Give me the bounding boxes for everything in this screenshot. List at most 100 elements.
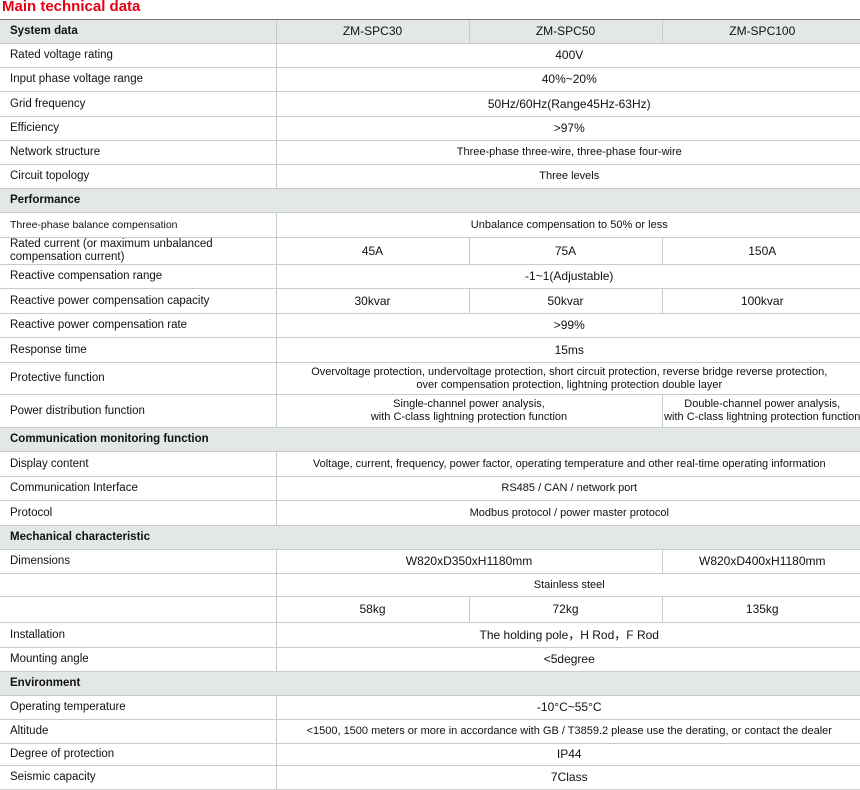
section-header-row: Mechanical characteristic [0, 525, 860, 550]
row-value: Overvoltage protection, undervoltage pro… [275, 362, 860, 395]
row-label: Seismic capacity [0, 765, 276, 790]
table-row: Seismic capacity 7Class [0, 765, 860, 790]
row-label: Mounting angle [0, 647, 276, 672]
row-value: Voltage, current, frequency, power facto… [275, 451, 860, 477]
row-value: >97% [275, 116, 860, 141]
row-label: Three-phase balance compensation [0, 212, 276, 238]
row-label: Input phase voltage range [0, 67, 276, 92]
row-value: 7Class [275, 765, 860, 790]
row-label: Communication Interface [0, 476, 276, 501]
header-label: System data [0, 19, 276, 44]
row-value: IP44 [275, 743, 860, 766]
table-header-row: System data ZM-SPC30 ZM-SPC50 ZM-SPC100 [0, 19, 860, 44]
table-row: Input phase voltage range 40%~20% [0, 67, 860, 92]
row-value: -10°C~55°C [275, 695, 860, 720]
row-value: Single-channel power analysis, with C-cl… [275, 394, 662, 428]
table-row: Reactive power compensation rate >99% [0, 313, 860, 338]
section-title: Mechanical characteristic [0, 525, 860, 550]
row-label: Grid frequency [0, 91, 276, 117]
row-label: Dimensions [0, 549, 276, 574]
row-value: <5degree [275, 647, 860, 672]
section-title: Environment [0, 671, 860, 696]
row-label [0, 573, 276, 597]
table-row: Degree of protection IP44 [0, 743, 860, 766]
technical-data-table: System data ZM-SPC30 ZM-SPC50 ZM-SPC100 … [0, 19, 860, 790]
table-row: Stainless steel [0, 573, 860, 597]
table-row: Communication Interface RS485 / CAN / net… [0, 476, 860, 501]
row-value: W820xD350xH1180mm [275, 549, 662, 574]
table-row: Network structure Three-phase three-wire,… [0, 140, 860, 165]
row-label: Reactive compensation range [0, 264, 276, 289]
row-value: Modbus protocol / power master protocol [275, 500, 860, 526]
table-row: Rated current (or maximum unbalanced com… [0, 237, 860, 265]
row-label: Circuit topology [0, 164, 276, 189]
row-value: Three levels [275, 164, 860, 189]
row-value: -1~1(Adjustable) [275, 264, 860, 289]
section-header-row: Performance [0, 188, 860, 213]
table-row: Dimensions W820xD350xH1180mm W820xD400xH11… [0, 549, 860, 574]
table-row: Response time 15ms [0, 337, 860, 363]
row-value: 100kvar [661, 288, 860, 314]
row-label: Reactive power compensation rate [0, 313, 276, 338]
row-label [0, 596, 276, 623]
table-row: Power distribution function Single-channe… [0, 394, 860, 428]
table-row: Operating temperature -10°C~55°C [0, 695, 860, 720]
row-label: Rated voltage rating [0, 43, 276, 68]
table-row: Display content Voltage, current, frequen… [0, 451, 860, 477]
row-value: RS485 / CAN / network port [275, 476, 860, 501]
row-label: Response time [0, 337, 276, 363]
row-value: 30kvar [275, 288, 469, 314]
row-value: <1500, 1500 meters or more in accordance… [275, 719, 860, 744]
row-label: Protocol [0, 500, 276, 526]
table-row: Circuit topology Three levels [0, 164, 860, 189]
row-label: Display content [0, 451, 276, 477]
row-label: Reactive power compensation capacity [0, 288, 276, 314]
row-value: 58kg [275, 596, 469, 623]
row-value: Three-phase three-wire, three-phase four… [275, 140, 860, 165]
table-row: Protective function Overvoltage protectio… [0, 362, 860, 395]
row-value: 135kg [661, 596, 860, 623]
row-value: 50kvar [468, 288, 662, 314]
section-title: Communication monitoring function [0, 427, 860, 452]
row-label: Protective function [0, 362, 276, 395]
row-value: The holding pole，H Rod，F Rod [275, 622, 860, 648]
row-label: Network structure [0, 140, 276, 165]
row-label: Power distribution function [0, 394, 276, 428]
table-row: Reactive power compensation capacity 30kv… [0, 288, 860, 314]
section-header-row: Communication monitoring function [0, 427, 860, 452]
row-value: 72kg [468, 596, 662, 623]
row-value: >99% [275, 313, 860, 338]
row-label: Degree of protection [0, 743, 276, 766]
section-header-row: Environment [0, 671, 860, 696]
table-row: Reactive compensation range -1~1(Adjustab… [0, 264, 860, 289]
table-row: Altitude <1500, 1500 meters or more in ac… [0, 719, 860, 744]
row-value: 75A [468, 237, 662, 265]
table-row: Grid frequency 50Hz/60Hz(Range45Hz-63Hz) [0, 91, 860, 117]
row-label: Rated current (or maximum unbalanced com… [0, 237, 276, 265]
row-value: 40%~20% [275, 67, 860, 92]
row-label: Operating temperature [0, 695, 276, 720]
table-row: Rated voltage rating 400V [0, 43, 860, 68]
row-value: 150A [661, 237, 860, 265]
row-value: 15ms [275, 337, 860, 363]
table-row: Three-phase balance compensation Unbalanc… [0, 212, 860, 238]
row-value: 45A [275, 237, 469, 265]
model-header: ZM-SPC50 [468, 19, 662, 44]
row-value: Stainless steel [275, 573, 860, 597]
row-value: 400V [275, 43, 860, 68]
model-header: ZM-SPC30 [275, 19, 469, 44]
table-row: Protocol Modbus protocol / power master p… [0, 500, 860, 526]
model-header: ZM-SPC100 [661, 19, 860, 44]
row-label: Altitude [0, 719, 276, 744]
page-title: Main technical data [2, 0, 141, 15]
row-value: Double-channel power analysis, with C-cl… [661, 394, 860, 428]
row-label: Efficiency [0, 116, 276, 141]
table-row: Efficiency >97% [0, 116, 860, 141]
row-label: Installation [0, 622, 276, 648]
table-row: Installation The holding pole，H Rod，F Rod [0, 622, 860, 648]
row-value: Unbalance compensation to 50% or less [275, 212, 860, 238]
row-value: W820xD400xH1180mm [661, 549, 860, 574]
table-row: 58kg 72kg 135kg [0, 596, 860, 623]
table-row: Mounting angle <5degree [0, 647, 860, 672]
section-title: Performance [0, 188, 860, 213]
